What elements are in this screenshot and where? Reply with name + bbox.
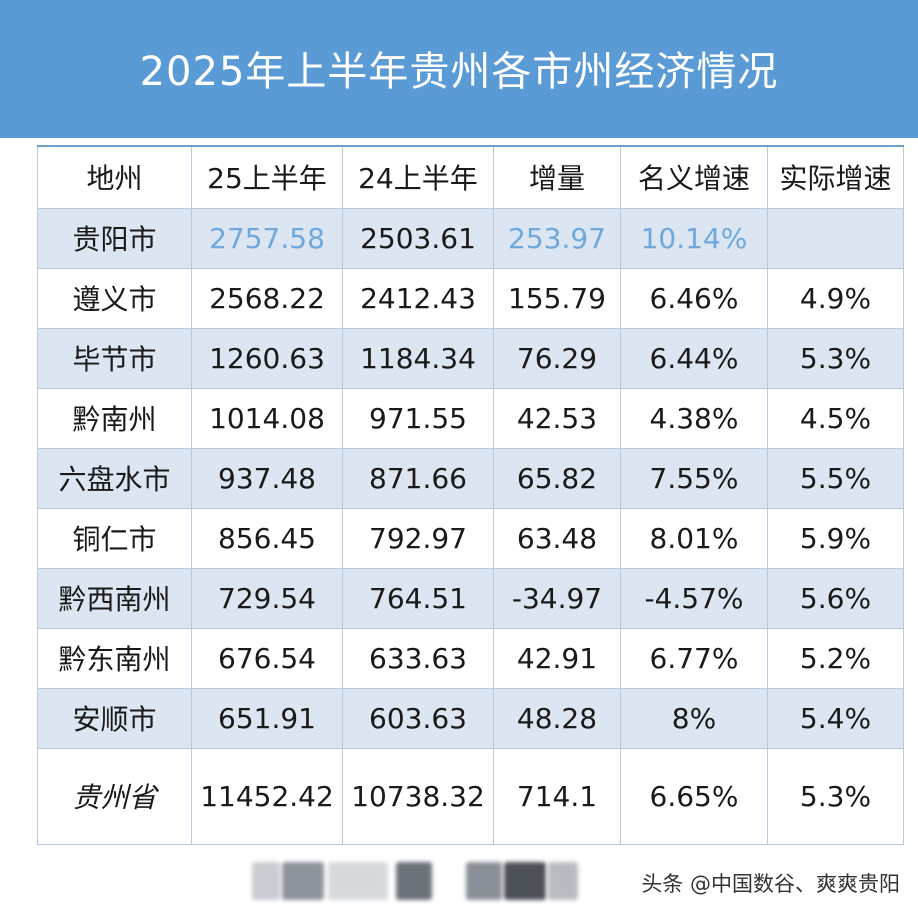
cell-nominal-growth: 6.44%: [620, 327, 768, 389]
table-row: 毕节市 1260.63 1184.34 76.29 6.44% 5.3%: [37, 327, 904, 389]
cell-nominal-growth: 6.46%: [620, 267, 768, 329]
cell-real-growth: 5.6%: [767, 567, 904, 629]
cell-h1-2024: 2412.43: [342, 267, 494, 329]
cell-h1-2025: 856.45: [191, 507, 343, 569]
cell-h1-2025: 2568.22: [191, 267, 343, 329]
cell-region: 贵阳市: [37, 207, 192, 269]
table-row: 黔东南州 676.54 633.63 42.91 6.77% 5.2%: [37, 627, 904, 689]
cell-h1-2024: 971.55: [342, 387, 494, 449]
cell-increase: 42.53: [493, 387, 621, 449]
cell-real-growth: 5.3%: [767, 327, 904, 389]
cell-region: 铜仁市: [37, 507, 192, 569]
cell-real-growth: 5.5%: [767, 447, 904, 509]
cell-nominal-growth: 8.01%: [620, 507, 768, 569]
cell-increase: 65.82: [493, 447, 621, 509]
cell-region: 黔东南州: [37, 627, 192, 689]
cell-increase: -34.97: [493, 567, 621, 629]
cell-real-growth: 4.5%: [767, 387, 904, 449]
cell-h1-2025: 651.91: [191, 687, 343, 749]
cell-h1-2024: 871.66: [342, 447, 494, 509]
cell-h1-2024: 2503.61: [342, 207, 494, 269]
blurred-content: [252, 862, 280, 900]
header-real-growth: 实际增速: [767, 145, 904, 209]
cell-nominal-growth: -4.57%: [620, 567, 768, 629]
economy-table: 地州 25上半年 24上半年 增量 名义增速 实际增速 贵阳市 2757.58 …: [37, 145, 904, 845]
cell-increase: 155.79: [493, 267, 621, 329]
cell-nominal-growth-total: 6.65%: [620, 747, 768, 845]
cell-h1-2025-total: 11452.42: [191, 747, 343, 845]
cell-h1-2024-total: 10738.32: [342, 747, 494, 845]
header-region: 地州: [37, 145, 192, 209]
blurred-content: [466, 862, 502, 900]
header-nominal-growth: 名义增速: [620, 145, 768, 209]
cell-region: 黔南州: [37, 387, 192, 449]
cell-increase: 48.28: [493, 687, 621, 749]
header-h1-2025: 25上半年: [191, 145, 343, 209]
table-total-row: 贵州省 11452.42 10738.32 714.1 6.65% 5.3%: [37, 747, 904, 845]
cell-nominal-growth: 4.38%: [620, 387, 768, 449]
blurred-content: [282, 862, 324, 900]
cell-region: 遵义市: [37, 267, 192, 329]
cell-region-total: 贵州省: [37, 747, 192, 845]
cell-real-growth: 5.4%: [767, 687, 904, 749]
cell-h1-2024: 1184.34: [342, 327, 494, 389]
cell-nominal-growth: 8%: [620, 687, 768, 749]
cell-real-growth: [767, 207, 904, 269]
table-row: 六盘水市 937.48 871.66 65.82 7.55% 5.5%: [37, 447, 904, 509]
cell-nominal-growth: 10.14%: [620, 207, 768, 269]
cell-increase: 42.91: [493, 627, 621, 689]
header-increase: 增量: [493, 145, 621, 209]
cell-h1-2024: 603.63: [342, 687, 494, 749]
cell-real-growth: 5.9%: [767, 507, 904, 569]
page-title: 2025年上半年贵州各市州经济情况: [139, 49, 779, 95]
table-row: 遵义市 2568.22 2412.43 155.79 6.46% 4.9%: [37, 267, 904, 329]
cell-increase: 63.48: [493, 507, 621, 569]
table-row: 黔西南州 729.54 764.51 -34.97 -4.57% 5.6%: [37, 567, 904, 629]
cell-nominal-growth: 7.55%: [620, 447, 768, 509]
blurred-content: [504, 862, 546, 900]
cell-h1-2025: 937.48: [191, 447, 343, 509]
blurred-content: [328, 862, 388, 900]
cell-increase-total: 714.1: [493, 747, 621, 845]
cell-region: 毕节市: [37, 327, 192, 389]
watermark: 头条 @中国数谷、爽爽贵阳: [641, 872, 900, 896]
cell-h1-2025: 729.54: [191, 567, 343, 629]
cell-h1-2025: 1014.08: [191, 387, 343, 449]
table-row: 安顺市 651.91 603.63 48.28 8% 5.4%: [37, 687, 904, 749]
cell-real-growth: 5.2%: [767, 627, 904, 689]
table-row: 铜仁市 856.45 792.97 63.48 8.01% 5.9%: [37, 507, 904, 569]
cell-real-growth-total: 5.3%: [767, 747, 904, 845]
cell-h1-2024: 764.51: [342, 567, 494, 629]
cell-region: 六盘水市: [37, 447, 192, 509]
cell-increase: 253.97: [493, 207, 621, 269]
blurred-content: [396, 862, 432, 900]
cell-h1-2024: 633.63: [342, 627, 494, 689]
table-row: 贵阳市 2757.58 2503.61 253.97 10.14%: [37, 207, 904, 269]
title-bar: 2025年上半年贵州各市州经济情况: [0, 0, 918, 138]
cell-h1-2024: 792.97: [342, 507, 494, 569]
cell-h1-2025: 2757.58: [191, 207, 343, 269]
cell-h1-2025: 676.54: [191, 627, 343, 689]
cell-region: 安顺市: [37, 687, 192, 749]
cell-real-growth: 4.9%: [767, 267, 904, 329]
footer-strip: [0, 852, 918, 918]
cell-h1-2025: 1260.63: [191, 327, 343, 389]
blurred-content: [548, 862, 578, 900]
header-h1-2024: 24上半年: [342, 145, 494, 209]
cell-increase: 76.29: [493, 327, 621, 389]
table-row: 黔南州 1014.08 971.55 42.53 4.38% 4.5%: [37, 387, 904, 449]
table-header-row: 地州 25上半年 24上半年 增量 名义增速 实际增速: [37, 145, 904, 209]
cell-region: 黔西南州: [37, 567, 192, 629]
cell-nominal-growth: 6.77%: [620, 627, 768, 689]
